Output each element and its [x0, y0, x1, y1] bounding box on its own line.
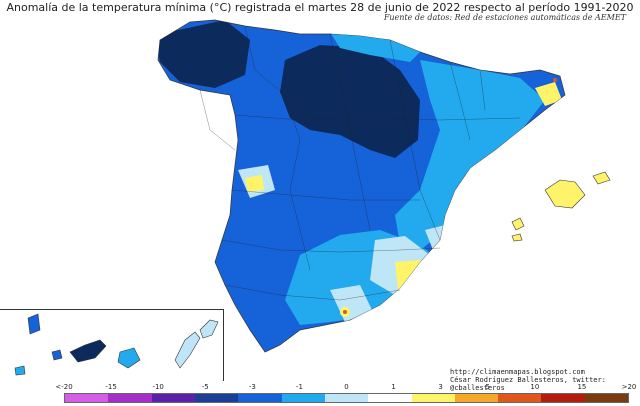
- region-positive-murcia: [395, 260, 430, 295]
- canary-islands: [14, 313, 219, 376]
- island-fuerteventura: [174, 331, 201, 369]
- region-pale-sevilla: [330, 285, 372, 322]
- region-light-anomaly-north: [330, 32, 420, 62]
- balearic-islands: [511, 171, 611, 242]
- region-positive-extremadura: [245, 175, 264, 192]
- region-light-anomaly-east: [395, 60, 545, 250]
- legend-tick-label: -15: [105, 383, 117, 391]
- legend-tick-label: 3: [438, 383, 443, 391]
- island-la-gomera: [51, 349, 63, 361]
- island-menorca: [592, 171, 611, 185]
- legend-swatches: [64, 393, 629, 403]
- legend-swatch: [108, 394, 152, 402]
- legend-tick-label: 10: [530, 383, 540, 391]
- legend-swatch: [194, 394, 239, 402]
- legend-tick-label: >20: [621, 383, 637, 391]
- legend-tick-label: -10: [152, 383, 164, 391]
- legend-tick-label: 5: [485, 383, 490, 391]
- legend-swatch: [238, 394, 282, 402]
- hotspot-catalonia: [553, 78, 557, 82]
- island-tenerife: [69, 339, 107, 363]
- province-borders: [199, 25, 521, 301]
- iberia-landmass: [157, 19, 566, 353]
- legend-swatch: [151, 394, 195, 402]
- legend-swatch: [65, 394, 109, 402]
- legend-tick-label: 0: [344, 383, 349, 391]
- island-mallorca: [544, 179, 586, 209]
- legend-tick-label: -3: [248, 383, 256, 391]
- island-lanzarote: [199, 319, 219, 339]
- island-ibiza: [511, 217, 525, 231]
- legend-swatch: [281, 394, 325, 402]
- legend-tick-label: 1: [391, 383, 396, 391]
- island-el-hierro: [14, 365, 26, 376]
- legend-swatch: [541, 394, 585, 402]
- data-source-note: Fuente de datos: Red de estaciones autom…: [383, 13, 626, 22]
- island-gran-canaria: [117, 347, 141, 369]
- island-la-palma: [27, 313, 41, 335]
- island-formentera: [511, 233, 523, 242]
- credits: http://climaenmapas.blogspot.com César R…: [450, 368, 640, 392]
- legend-tick-label: <-20: [55, 383, 73, 391]
- legend-tick-label: 15: [577, 383, 587, 391]
- legend-tick-label: -5: [201, 383, 209, 391]
- canary-islands-inset-frame: [0, 309, 224, 381]
- legend-swatch: [454, 394, 499, 402]
- region-deep-anomaly-northwest: [158, 20, 250, 88]
- credits-author: César Rodríguez Ballesteros, twitter: @c…: [450, 376, 606, 392]
- hotspot-granada: [343, 310, 347, 314]
- legend-swatch: [368, 394, 412, 402]
- color-legend: <-20 -15 -10 -5 -3 -1 0 1 3 5 10 15 >20: [55, 383, 638, 406]
- map-title: Anomalía de la temperatura mínima (°C) r…: [6, 1, 634, 14]
- region-positive-catalonia: [535, 82, 562, 106]
- region-deep-anomaly-castilla: [280, 45, 420, 158]
- legend-swatch: [584, 394, 629, 402]
- credits-url: http://climaenmapas.blogspot.com: [450, 368, 585, 376]
- legend-tick-label: -1: [295, 383, 303, 391]
- legend-swatch: [411, 394, 455, 402]
- legend-swatch: [498, 394, 542, 402]
- legend-swatch: [324, 394, 369, 402]
